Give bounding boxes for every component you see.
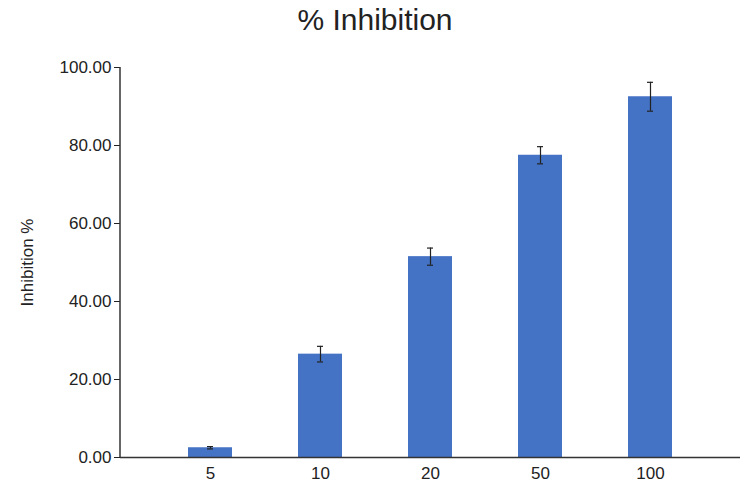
svg-text:60.00: 60.00 [69, 214, 112, 233]
svg-text:10: 10 [311, 464, 330, 483]
html-text:% Inhibition: % Inhibition [297, 3, 453, 36]
svg-text:0.00: 0.00 [78, 448, 111, 467]
svg-text:50: 50 [531, 464, 550, 483]
svg-text:20: 20 [421, 464, 440, 483]
svg-text:5: 5 [206, 464, 215, 483]
svg-text:100.00: 100.00 [60, 58, 112, 77]
svg-text:20.00: 20.00 [69, 370, 112, 389]
svg-text:Inhibition %: Inhibition % [18, 219, 37, 307]
svg-text:40.00: 40.00 [69, 292, 112, 311]
svg-text:80.00: 80.00 [69, 136, 112, 155]
svg-text:100: 100 [636, 464, 664, 483]
